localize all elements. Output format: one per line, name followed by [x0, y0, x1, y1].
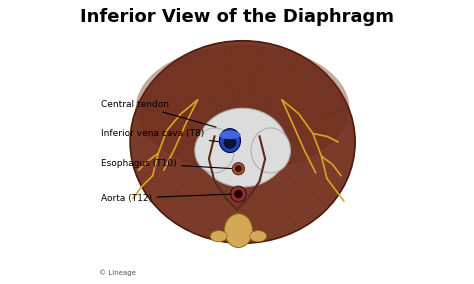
- Circle shape: [230, 186, 246, 202]
- Ellipse shape: [195, 128, 234, 173]
- Ellipse shape: [198, 108, 288, 187]
- Circle shape: [235, 165, 242, 172]
- Text: Esophagus (T10): Esophagus (T10): [100, 158, 231, 168]
- Ellipse shape: [224, 214, 253, 247]
- Circle shape: [234, 190, 243, 198]
- Ellipse shape: [251, 128, 291, 173]
- Ellipse shape: [219, 129, 240, 153]
- Ellipse shape: [136, 45, 349, 172]
- Ellipse shape: [210, 231, 227, 242]
- Circle shape: [232, 162, 245, 175]
- Ellipse shape: [130, 41, 355, 243]
- Text: © Lineage: © Lineage: [99, 269, 136, 275]
- Text: Inferior vena cava (T8): Inferior vena cava (T8): [100, 129, 219, 142]
- Ellipse shape: [250, 231, 266, 242]
- Text: Aorta (T12): Aorta (T12): [100, 194, 231, 203]
- Text: Inferior View of the Diaphragm: Inferior View of the Diaphragm: [80, 9, 394, 26]
- Text: Central tendon: Central tendon: [100, 99, 216, 127]
- Ellipse shape: [224, 136, 237, 149]
- Ellipse shape: [219, 131, 240, 139]
